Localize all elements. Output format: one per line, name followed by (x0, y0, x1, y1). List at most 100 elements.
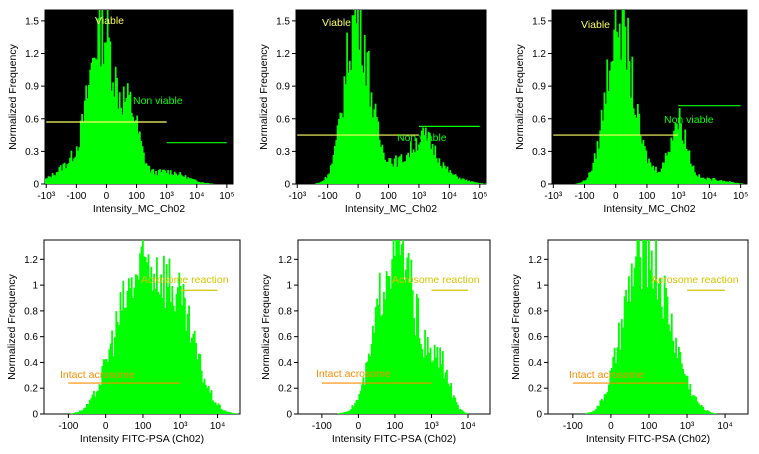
histogram-bar (109, 343, 112, 414)
histogram-bar (457, 405, 459, 414)
histogram-bar (47, 176, 50, 184)
histogram-bar (339, 112, 342, 184)
histogram-bar (407, 152, 410, 184)
histogram-bar (451, 397, 454, 414)
histogram-bar (51, 172, 54, 184)
gate-label: Acrosome reaction (651, 274, 739, 286)
histogram-bar (708, 411, 710, 414)
histogram-bar (656, 172, 659, 184)
histogram-bar (642, 140, 645, 184)
histogram-bar (439, 347, 442, 414)
histogram-bar (198, 181, 200, 184)
histogram-bar (82, 122, 85, 184)
histogram-bar (87, 404, 90, 414)
histogram-bar (141, 146, 144, 184)
histogram-bar (668, 324, 670, 414)
histogram-bar (629, 301, 632, 414)
histogram-bar (426, 140, 429, 184)
histogram-bar (182, 284, 185, 414)
histogram-bar (95, 391, 98, 414)
histogram-bar (450, 173, 453, 184)
histogram-bar (171, 285, 174, 414)
x-tick-label: 0 (356, 421, 362, 432)
y-tick-label: 0.3 (25, 147, 39, 158)
histogram-panel: 0 0.2 0.4 0.6 0.8 1 1.2 -100 0 100 10³ 10⁴ Intensity… (510, 239, 749, 445)
histogram-bar (351, 15, 354, 185)
histogram-bar (690, 395, 693, 414)
histogram-bar (156, 257, 158, 414)
histogram-bar (335, 140, 338, 184)
histogram-bar (150, 266, 153, 414)
histogram-bar (625, 69, 628, 184)
histogram-bar (395, 155, 397, 184)
histogram-bar (645, 240, 647, 414)
histogram-bar (388, 276, 391, 414)
histogram-bar (596, 141, 599, 184)
histogram-bar (712, 178, 714, 184)
y-tick-label: 0.9 (25, 82, 39, 93)
histogram-bar (181, 176, 184, 184)
histogram-bar (142, 240, 144, 414)
histogram-bar (175, 173, 177, 184)
histogram-bar (163, 169, 165, 184)
histogram-bar (74, 412, 77, 414)
histogram-bar (730, 181, 733, 184)
histogram-bar (350, 70, 353, 184)
histogram-bar (646, 287, 649, 414)
histogram-bar (691, 166, 694, 184)
histogram-bar (367, 353, 370, 414)
histogram-bar (315, 183, 317, 184)
histogram-bar (630, 97, 632, 184)
histogram-bar (445, 168, 448, 184)
histogram-bar (407, 252, 410, 414)
histogram-bar (184, 297, 186, 414)
histogram-bar (476, 182, 479, 184)
histogram-bar (53, 175, 55, 184)
x-tick-label: 10³ (412, 191, 427, 202)
histogram-bar (719, 180, 721, 184)
histogram-bar (191, 178, 194, 184)
y-tick-label: 0.4 (528, 358, 542, 369)
histogram-bar (177, 287, 179, 414)
histogram-bar (354, 10, 357, 184)
histogram-bar (377, 305, 380, 414)
histogram-bar (161, 169, 164, 184)
histogram-bar (628, 61, 631, 184)
x-tick-label: 10⁴ (189, 191, 204, 202)
histogram-bar (75, 146, 78, 184)
histogram-bar (701, 177, 703, 184)
y-tick-label: 0.4 (24, 358, 38, 369)
histogram-bar (334, 145, 336, 184)
histogram-bar (151, 290, 154, 414)
plot-area (551, 9, 748, 185)
y-axis-label: Normalized Frequency (260, 273, 272, 379)
histogram-bar (696, 401, 699, 414)
histogram-bar (183, 176, 186, 184)
histogram-bar (77, 150, 79, 184)
x-tick-label: 10³ (159, 191, 174, 202)
histogram-bar (596, 405, 599, 414)
y-tick-label: 0.3 (532, 147, 546, 158)
histogram-bar (433, 344, 436, 414)
histogram-bar (164, 307, 167, 414)
histogram-bar (168, 258, 171, 414)
histogram-bar (477, 183, 480, 184)
histogram-bar (635, 256, 637, 414)
histogram-bar (187, 177, 190, 184)
x-tick-label: 0 (104, 191, 110, 202)
histogram-bar (480, 183, 483, 184)
histogram-bar (388, 158, 391, 184)
histogram-bar (352, 406, 355, 414)
y-tick-label: 1.2 (24, 255, 38, 266)
gate-label: Intact acrosome (60, 369, 135, 381)
histogram-bar (618, 322, 620, 414)
histogram-bar (728, 181, 731, 184)
histogram-bar (179, 172, 182, 184)
histogram-bar (185, 330, 188, 414)
histogram-bar (431, 362, 433, 414)
histogram-bar (443, 378, 446, 414)
y-tick-label: 0.6 (528, 332, 542, 343)
histogram-bar (643, 240, 646, 414)
histogram-bar (227, 411, 230, 414)
histogram-bar (158, 294, 161, 414)
